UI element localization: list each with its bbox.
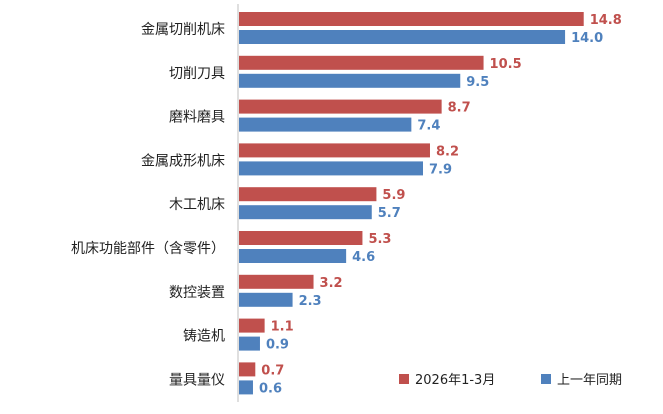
value-label: 5.9	[382, 188, 405, 203]
value-label: 8.2	[436, 144, 459, 159]
category-label: 木工机床	[169, 197, 225, 213]
value-label: 0.9	[266, 338, 289, 353]
bar-current	[239, 231, 363, 245]
bar-previous	[239, 161, 423, 176]
value-label: 3.2	[320, 276, 343, 291]
bar-previous	[239, 292, 293, 307]
bars-group	[239, 12, 584, 395]
value-label: 9.5	[466, 75, 489, 90]
bar-current	[239, 99, 442, 114]
category-label: 金属切削机床	[141, 22, 225, 38]
bar-current	[239, 362, 256, 377]
bar-current	[239, 143, 430, 158]
value-label: 8.7	[448, 101, 471, 116]
value-label: 5.7	[378, 206, 401, 221]
bar-previous	[239, 380, 253, 395]
bar-current	[239, 318, 265, 333]
bar-previous	[239, 73, 461, 88]
category-label: 金属成形机床	[141, 153, 225, 169]
bar-current	[239, 12, 584, 26]
bar-previous	[239, 205, 372, 220]
bar-previous	[239, 336, 260, 351]
legend-label-current: 2026年1-3月	[415, 373, 495, 388]
category-label: 磨料磨具	[169, 110, 225, 126]
value-label: 2.3	[299, 294, 322, 309]
value-label: 14.8	[590, 13, 622, 28]
legend-swatch-current	[399, 374, 409, 384]
category-label: 量具量仪	[169, 372, 225, 388]
bar-previous	[239, 117, 412, 132]
value-labels: 14.8 14.0 10.59.5 8.7 7.4 8.2 7.9 5.9 5.7 5.3 4.6 3…	[259, 13, 622, 396]
category-label: 数控装置	[169, 285, 225, 301]
bar-previous	[239, 249, 347, 263]
value-label: 0.7	[261, 363, 284, 378]
value-label: 7.9	[429, 162, 452, 177]
bar-current	[239, 187, 377, 202]
value-label: 14.0	[571, 31, 603, 46]
category-label: 切削刀具	[169, 66, 225, 82]
value-label: 10.5	[490, 57, 522, 72]
value-label: 5.3	[368, 232, 391, 247]
value-label: 1.1	[271, 320, 294, 335]
bar-current	[239, 55, 484, 70]
value-label: 0.6	[259, 381, 282, 396]
bar-current	[239, 274, 314, 289]
value-label: 4.6	[352, 250, 375, 265]
legend: 2026年1-3月 上一年同期	[399, 373, 622, 388]
bar-previous	[239, 30, 566, 44]
legend-label-previous: 上一年同期	[557, 373, 622, 388]
category-label: 铸造机	[183, 329, 225, 345]
category-label: 机床功能部件（含零件）	[71, 241, 225, 257]
value-label: 7.4	[417, 119, 440, 134]
legend-swatch-previous	[541, 374, 551, 384]
